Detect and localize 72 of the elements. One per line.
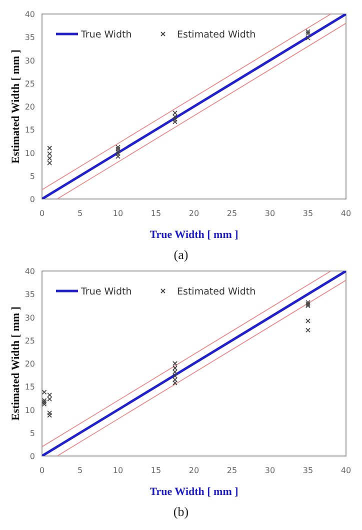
y-tick-label: 35 [24,33,35,42]
point [172,380,178,386]
point [47,151,52,156]
y-tick-label: 20 [24,360,35,368]
x-tick-label: 15 [150,209,162,218]
legend-label: Estimated Width [177,30,256,40]
point [172,369,178,374]
y-tick-label: 25 [24,79,35,88]
point [306,300,310,305]
y-tick-label: 35 [24,290,35,300]
legend-label: Estimated Width [177,286,256,298]
y-tick-label: 10 [24,406,35,415]
x-tick-label: 15 [150,466,162,475]
point [172,361,178,366]
y-tick-label: 5 [30,428,35,438]
y-axis-title: Estimated Width [ mm ] [10,50,22,164]
y-tick-label: 40 [24,10,35,19]
x-tick-label: 35 [302,209,314,218]
y-tick-label: 40 [24,267,35,276]
x-tick-label: 25 [226,209,238,218]
x-tick-label: 0 [39,209,45,218]
point [306,318,310,324]
text: (b) [173,504,189,519]
y-tick-label: 30 [24,56,35,66]
y-tick-label: 30 [24,313,35,322]
point [42,402,47,407]
x-tick-label: 25 [226,466,238,475]
point [116,146,120,152]
point [47,160,52,166]
x-tick-label: 0 [39,466,45,475]
point [172,117,178,122]
point [116,148,120,154]
point [47,392,52,398]
x-tick-label: 5 [77,466,83,475]
point [172,374,178,378]
legend-label: True Width [80,30,132,40]
x-tick-label: 40 [340,466,352,475]
y-tick-label: 0 [30,452,35,461]
x-tick-label: 20 [188,466,200,475]
x-tick-label: 10 [112,466,124,475]
point [42,390,47,395]
x-tick-label: 20 [188,209,200,218]
y-tick-label: 0 [30,195,35,204]
y-tick-label: 5 [30,172,35,181]
point [47,412,52,418]
x-tick-label: 30 [264,209,276,218]
x-tick-label: 5 [77,209,83,218]
x-tick-label: 10 [112,209,124,218]
point [47,146,52,151]
point [47,156,52,161]
y-axis-title: Estimated Width [ mm ] [10,306,22,420]
point [172,114,178,120]
point [172,377,178,382]
point [306,328,310,333]
point [116,151,120,156]
x-tick-label: 35 [302,466,314,475]
legend-label: True Width [80,286,132,298]
text: (a) [174,247,188,262]
y-tick-label: 20 [24,102,35,112]
y-tick-label: 15 [24,126,35,135]
y-tick-label: 10 [24,148,35,158]
y-tick-label: 15 [24,382,35,392]
x-axis-title: True Width [ mm ] [150,486,238,498]
point [306,36,310,40]
point [172,110,178,116]
x-axis-title: True Width [ mm ] [150,229,238,241]
x-tick-label: 30 [264,466,276,475]
point [116,154,120,159]
x-tick-label: 40 [340,209,352,218]
point [116,144,120,150]
y-tick-label: 25 [24,336,35,346]
point [47,410,52,416]
